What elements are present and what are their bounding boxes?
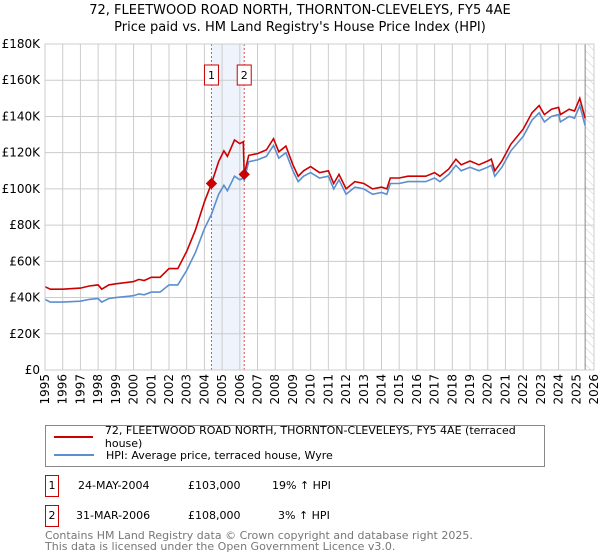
x-tick-label: 2025 — [569, 374, 583, 405]
x-tick-label: 1998 — [91, 374, 105, 405]
y-tick-label: £20K — [9, 327, 41, 341]
sale-marker-badge: 1 — [45, 475, 59, 497]
x-tick-label: 2026 — [587, 374, 600, 405]
footer-copyright: Contains HM Land Registry data © Crown c… — [45, 529, 473, 542]
x-tick-label: 2010 — [304, 374, 318, 405]
x-tick-label: 2013 — [357, 374, 371, 405]
x-tick-label: 1995 — [38, 374, 52, 405]
sale-price: £103,000 — [188, 479, 241, 492]
x-tick-label: 2009 — [286, 374, 300, 405]
x-tick-label: 2015 — [392, 374, 406, 405]
plot-border — [44, 43, 595, 371]
legend-swatch-property — [54, 436, 93, 438]
sale-price: £108,000 — [188, 509, 241, 522]
sale-label: 2 — [241, 69, 248, 82]
x-tick-label: 2004 — [197, 374, 211, 405]
x-tick-label: 2020 — [481, 374, 495, 405]
sale-label: 1 — [208, 69, 215, 82]
sale-point — [205, 177, 218, 190]
x-tick-label: 1997 — [73, 374, 87, 405]
x-tick-label: 2021 — [498, 374, 512, 405]
x-tick-label: 2007 — [251, 374, 265, 405]
sale-row: 1 24-MAY-2004 £103,000 19% ↑ HPI — [45, 475, 545, 497]
x-tick-label: 2001 — [144, 374, 158, 405]
y-tick-label: £120K — [2, 146, 42, 160]
x-tick-label: 1999 — [109, 374, 123, 405]
y-tick-label: £140K — [2, 109, 42, 123]
x-tick-label: 2017 — [428, 374, 442, 405]
price-chart: £0 £20K £40K £60K £80K £100K £120K £140K £160K £1… — [2, 37, 600, 405]
legend-item-property: 72, FLEETWOOD ROAD NORTH, THORNTON-CLEVE… — [54, 424, 544, 450]
sale-label-box — [236, 64, 252, 86]
chart-title: 72, FLEETWOOD ROAD NORTH, THORNTON-CLEVE… — [89, 3, 511, 18]
legend-label-property: 72, FLEETWOOD ROAD NORTH, THORNTON-CLEVE… — [104, 424, 516, 450]
legend-item-hpi: HPI: Average price, terraced house, Wyre — [54, 446, 333, 464]
y-tick-label: £40K — [9, 291, 41, 305]
forecast-hatch — [585, 44, 594, 370]
legend-swatch-hpi — [54, 454, 94, 456]
x-tick-label: 2002 — [162, 374, 176, 405]
x-tick-label: 2011 — [321, 374, 335, 405]
sale-hpi-diff: 19% ↑ HPI — [272, 479, 331, 492]
footer-licence: This data is licensed under the Open Gov… — [45, 540, 396, 553]
x-tick-label: 2016 — [410, 374, 424, 405]
y-tick-label: £180K — [2, 37, 42, 51]
y-tick-label: £60K — [9, 254, 41, 268]
x-tick-label: 2024 — [552, 374, 566, 405]
x-tick-label: 2003 — [180, 374, 194, 405]
x-tick-label: 2006 — [233, 374, 247, 405]
x-tick-label: 2014 — [374, 374, 388, 405]
x-tick-label: 1996 — [56, 374, 70, 405]
x-tick-label: 2019 — [463, 374, 477, 405]
hpi-line — [44, 103, 586, 304]
chart-legend: 72, FLEETWOOD ROAD NORTH, THORNTON-CLEVE… — [45, 424, 545, 467]
x-tick-label: 2018 — [445, 374, 459, 405]
x-tick-label: 2022 — [516, 374, 530, 405]
y-tick-label: £160K — [2, 73, 42, 87]
legend-label-hpi: HPI: Average price, terraced house, Wyre — [106, 448, 333, 462]
sale-row: 2 31-MAR-2006 £108,000 3% ↑ HPI — [45, 505, 545, 527]
y-tick-label: £0 — [25, 363, 40, 377]
x-tick-label: 2008 — [268, 374, 282, 405]
sale-point — [238, 168, 250, 181]
y-tick-label: £80K — [9, 218, 41, 232]
x-tick-label: 2012 — [339, 374, 353, 405]
x-tick-label: 2005 — [215, 374, 229, 405]
chart-subtitle: Price paid vs. HM Land Registry's House … — [114, 20, 486, 35]
sale-date: 31-MAR-2006 — [76, 509, 151, 522]
y-tick-label: £100K — [2, 182, 42, 196]
sale-marker-badge: 2 — [45, 505, 59, 527]
property-price-line — [44, 95, 586, 291]
sale-label-box — [203, 64, 219, 86]
x-tick-label: 2023 — [534, 374, 548, 405]
sale-period-band — [211, 44, 245, 370]
sale-date: 24-MAY-2004 — [78, 479, 150, 492]
x-tick-label: 2000 — [127, 374, 141, 405]
sale-hpi-diff: 3% ↑ HPI — [278, 509, 330, 522]
